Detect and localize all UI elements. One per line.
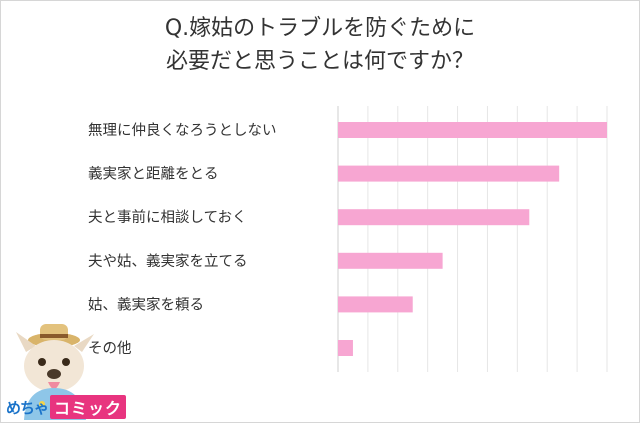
brand-logo-word1: めちゃ	[6, 398, 49, 417]
category-label: その他	[88, 340, 132, 357]
title-line-2: 必要だと思うことは何ですか？	[165, 49, 474, 74]
bar	[338, 209, 530, 226]
brand-logo-word2: コミック	[50, 395, 127, 419]
bar	[338, 252, 443, 269]
title-line-1: Q.嫁姑のトラブルを防ぐために	[164, 16, 476, 41]
category-label: 姑、義実家を頼る	[88, 296, 204, 313]
category-label: 夫と事前に相談しておく	[88, 209, 247, 226]
brand-logo: めちゃ コミック	[6, 395, 127, 419]
category-label: 夫や姑、義実家を立てる	[88, 253, 248, 270]
chart-title: Q.嫁姑のトラブルを防ぐために 必要だと思うことは何ですか？	[0, 12, 640, 78]
bar	[338, 296, 413, 313]
bar	[338, 340, 353, 356]
bar	[338, 122, 607, 138]
category-label: 無理に仲良くなろうとしない	[88, 122, 277, 139]
category-label: 義実家と距離をとる	[88, 165, 219, 183]
bar	[338, 165, 560, 182]
